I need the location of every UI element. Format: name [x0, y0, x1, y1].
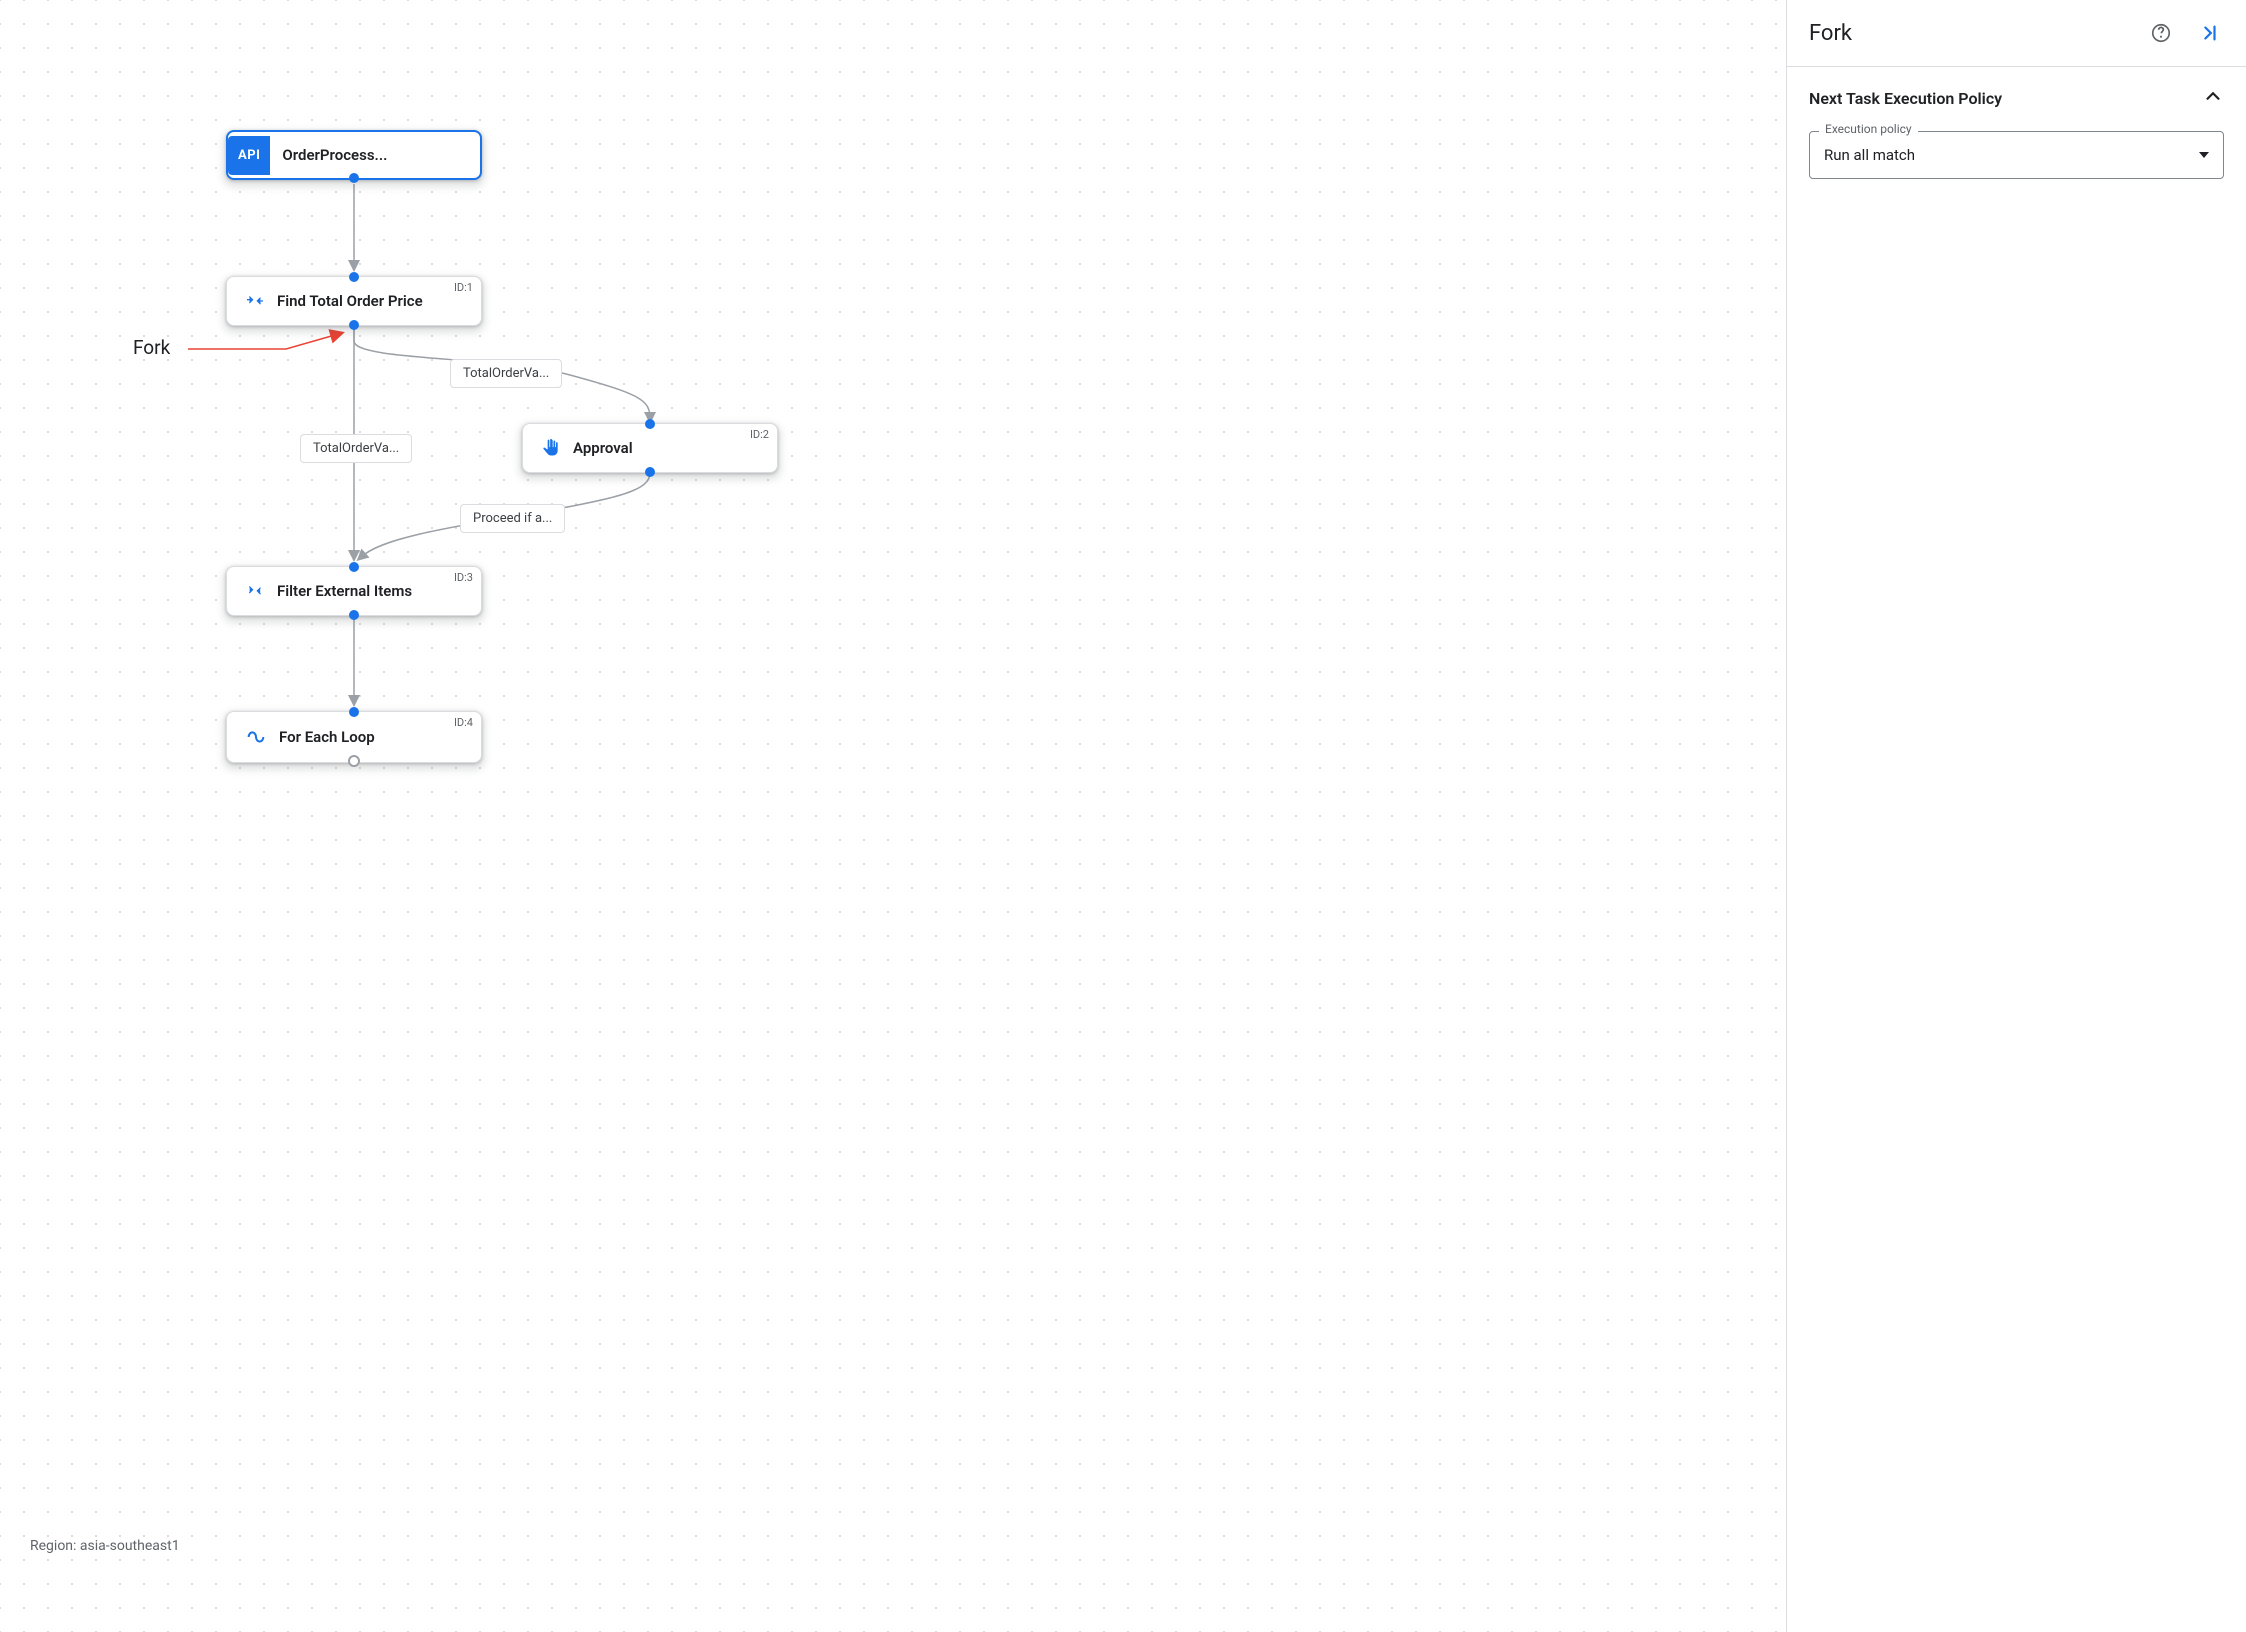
- edges-layer: [0, 0, 1786, 1632]
- panel-title: Fork: [1809, 21, 1852, 46]
- edge-label-totalorder-1[interactable]: TotalOrderVa...: [450, 359, 562, 388]
- port-bottom[interactable]: [349, 320, 359, 330]
- node-label: Find Total Order Price: [277, 292, 423, 310]
- region-label: Region: asia-southeast1: [30, 1538, 180, 1554]
- panel-header: Fork: [1787, 0, 2246, 67]
- workflow-canvas[interactable]: Fork API OrderProcess... ID:1 Find Total…: [0, 0, 1786, 1632]
- mapping-icon: [245, 291, 265, 311]
- caret-down-icon: [2199, 152, 2209, 158]
- port-bottom[interactable]: [645, 467, 655, 477]
- port-bottom[interactable]: [349, 610, 359, 620]
- collapse-panel-icon[interactable]: [2194, 18, 2224, 48]
- annotation-fork-label: Fork: [133, 336, 170, 359]
- annotation-line: [188, 333, 342, 349]
- mapping-icon: [245, 581, 265, 601]
- port-top[interactable]: [645, 419, 655, 429]
- node-find-total-order-price[interactable]: ID:1 Find Total Order Price: [226, 276, 482, 326]
- edge-label-totalorder-2[interactable]: TotalOrderVa...: [300, 434, 412, 463]
- node-label: Filter External Items: [277, 582, 412, 600]
- node-label: Approval: [573, 439, 633, 457]
- port-top[interactable]: [349, 707, 359, 717]
- edge-label-proceed[interactable]: Proceed if a...: [460, 504, 565, 533]
- chevron-up-icon: [2202, 85, 2224, 111]
- port-top[interactable]: [349, 562, 359, 572]
- node-id-badge: ID:4: [454, 716, 473, 729]
- execution-policy-select[interactable]: Execution policy Run all match: [1809, 131, 2224, 179]
- node-id-badge: ID:1: [454, 281, 473, 294]
- canvas-content: Fork API OrderProcess... ID:1 Find Total…: [0, 0, 1786, 1632]
- node-approval[interactable]: ID:2 Approval: [522, 423, 778, 473]
- select-legend: Execution policy: [1819, 122, 1918, 136]
- port-bottom-open[interactable]: [348, 755, 360, 767]
- section-title: Next Task Execution Policy: [1809, 89, 2002, 108]
- node-id-badge: ID:2: [750, 428, 769, 441]
- section-header[interactable]: Next Task Execution Policy: [1809, 85, 2224, 111]
- node-label: For Each Loop: [279, 728, 375, 746]
- loop-icon: [245, 726, 267, 748]
- node-label: OrderProcess...: [282, 132, 405, 178]
- select-value: Run all match: [1824, 146, 1915, 164]
- node-id-badge: ID:3: [454, 571, 473, 584]
- port-top[interactable]: [349, 272, 359, 282]
- app-root: Fork API OrderProcess... ID:1 Find Total…: [0, 0, 2246, 1632]
- node-filter-external-items[interactable]: ID:3 Filter External Items: [226, 566, 482, 616]
- api-badge-icon: API: [228, 136, 270, 175]
- port-bottom[interactable]: [349, 173, 359, 183]
- side-panel: Fork Next Task Execution Policy Executio…: [1786, 0, 2246, 1632]
- hand-icon: [541, 438, 561, 458]
- panel-header-actions: [2146, 18, 2224, 48]
- help-icon[interactable]: [2146, 18, 2176, 48]
- select-box[interactable]: Run all match: [1809, 131, 2224, 179]
- node-api-trigger[interactable]: API OrderProcess...: [226, 130, 482, 180]
- panel-section-execution-policy: Next Task Execution Policy Execution pol…: [1787, 67, 2246, 197]
- node-for-each-loop[interactable]: ID:4 For Each Loop: [226, 711, 482, 763]
